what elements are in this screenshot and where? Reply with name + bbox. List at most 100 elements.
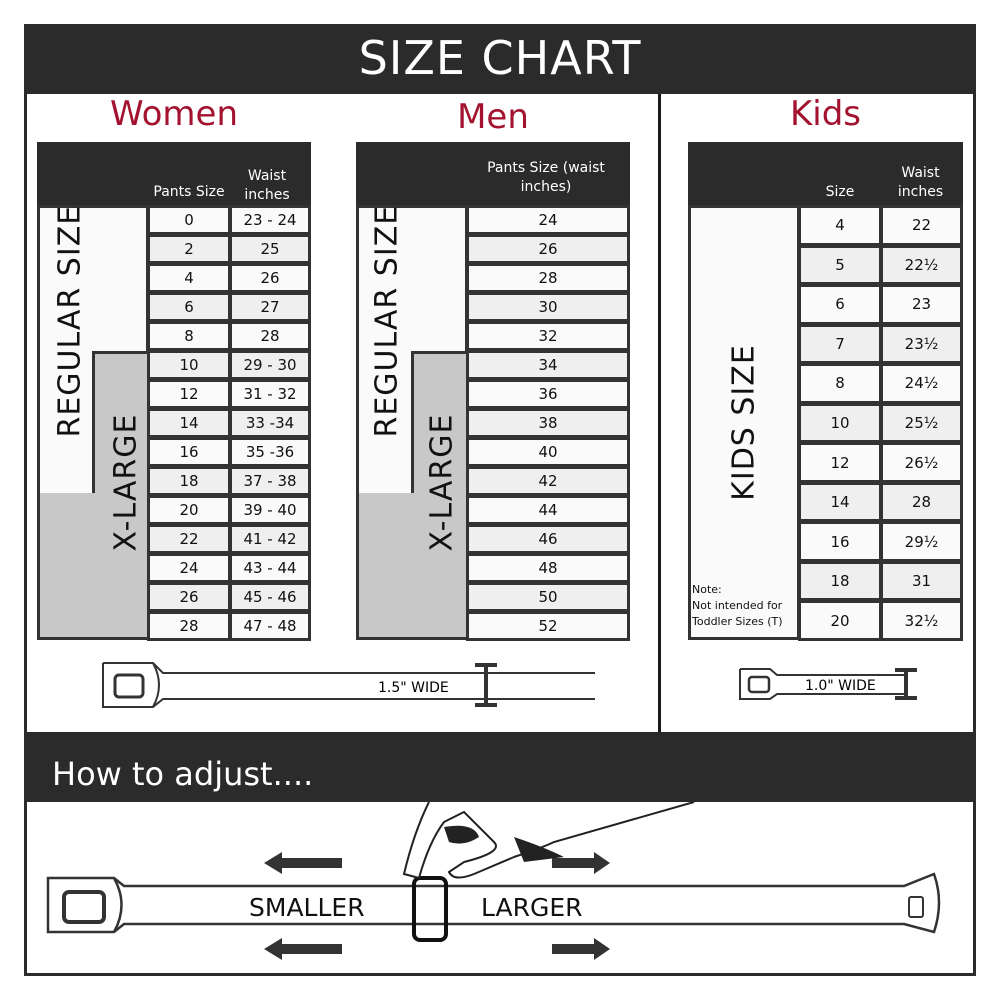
kids-waist-cell: 25½ [880, 402, 963, 444]
men-heading: Men [457, 97, 529, 137]
women-waist-cell: 23 - 24 [229, 205, 311, 235]
kids-waist-cell: 24½ [880, 363, 963, 404]
women-pants-size-cell: 16 [147, 437, 231, 467]
adjust-heading: How to adjust.... [24, 732, 976, 802]
kids-waist-cell: 23 [880, 284, 963, 325]
women-col-pants: Pants Size [153, 184, 225, 200]
men-pants-size-cell: 26 [466, 234, 630, 264]
women-pants-size-cell: 26 [147, 582, 231, 612]
kids-waist-cell: 22½ [880, 244, 963, 286]
women-pants-size-cell: 8 [147, 321, 231, 351]
women-waist-cell: 26 [229, 263, 311, 293]
men-col-pants: Pants Size (waist inches) [487, 160, 605, 195]
kids-note-line: Not intended for [692, 599, 783, 612]
kids-note-line: Toddler Sizes (T) [692, 615, 783, 628]
women-waist-cell: 43 - 44 [229, 553, 311, 583]
men-xlarge-lower [356, 493, 468, 640]
men-pants-size-cell: 36 [466, 379, 630, 409]
men-regular-label: REGULAR SIZE [369, 204, 405, 438]
women-heading: Women [109, 94, 238, 134]
men-xlarge-label: X-LARGE [424, 413, 460, 552]
adult-belt-width: 1.5" WIDE [378, 680, 449, 696]
kids-size-cell: 14 [798, 481, 882, 523]
men-pants-size-cell: 38 [466, 408, 630, 438]
men-pants-size-cell: 44 [466, 495, 630, 525]
women-pants-size-cell: 28 [147, 611, 231, 641]
men-pants-size-cell: 40 [466, 437, 630, 467]
men-pants-size-cell: 28 [466, 263, 630, 293]
women-pants-size-cell: 0 [147, 205, 231, 235]
women-pants-size-cell: 22 [147, 524, 231, 554]
women-col-waist: Waist inches [244, 168, 290, 203]
kids-note: Note: Not intended for Toddler Sizes (T) [692, 582, 783, 630]
women-pants-size-cell: 6 [147, 292, 231, 322]
kids-table-header: Size Waist inches [688, 142, 963, 207]
women-waist-cell: 37 - 38 [229, 466, 311, 496]
men-pants-size-cell: 24 [466, 205, 630, 235]
kids-size-cell: 16 [798, 521, 882, 562]
men-pants-size-cell: 52 [466, 611, 630, 641]
men-table-header: Pants Size (waist inches) [356, 142, 630, 207]
men-pants-size-cell: 46 [466, 524, 630, 554]
women-waist-cell: 39 - 40 [229, 495, 311, 525]
kids-size-label: KIDS SIZE [726, 344, 762, 501]
men-pants-size-cell: 42 [466, 466, 630, 496]
women-waist-cell: 47 - 48 [229, 611, 311, 641]
kids-size-cell: 12 [798, 442, 882, 483]
kids-divider [658, 94, 661, 732]
kids-waist-cell: 31 [880, 560, 963, 602]
adult-belt-icon [102, 662, 595, 708]
kids-size-cell: 7 [798, 323, 882, 365]
women-xlarge-lower [37, 493, 149, 640]
kids-waist-cell: 28 [880, 481, 963, 523]
kids-size-cell: 6 [798, 284, 882, 325]
kids-label-block [688, 205, 800, 640]
men-pants-size-cell: 34 [466, 350, 630, 380]
men-pants-size-cell: 30 [466, 292, 630, 322]
women-pants-size-cell: 2 [147, 234, 231, 264]
women-waist-cell: 41 - 42 [229, 524, 311, 554]
adjust-belt-illustration [46, 802, 941, 960]
women-pants-size-cell: 10 [147, 350, 231, 380]
kids-note-line: Note: [692, 583, 722, 596]
kids-waist-cell: 23½ [880, 323, 963, 365]
women-table-header: Pants Size Waist inches [37, 142, 311, 207]
women-pants-size-cell: 24 [147, 553, 231, 583]
men-pants-size-cell: 32 [466, 321, 630, 351]
kids-size-cell: 8 [798, 363, 882, 404]
arrow-left-icon [264, 852, 342, 960]
kids-heading: Kids [789, 94, 862, 134]
larger-label: LARGER [481, 893, 583, 922]
kids-waist-cell: 26½ [880, 442, 963, 483]
arrow-right-icon [552, 852, 610, 960]
kids-belt-icon [739, 668, 917, 700]
kids-belt-width: 1.0" WIDE [805, 678, 876, 694]
kids-waist-cell: 22 [880, 205, 963, 246]
women-waist-cell: 25 [229, 234, 311, 264]
women-waist-cell: 31 - 32 [229, 379, 311, 409]
kids-size-cell: 18 [798, 560, 882, 602]
women-pants-size-cell: 12 [147, 379, 231, 409]
men-pants-size-cell: 50 [466, 582, 630, 612]
women-pants-size-cell: 20 [147, 495, 231, 525]
kids-waist-cell: 32½ [880, 600, 963, 641]
men-pants-size-cell: 48 [466, 553, 630, 583]
women-waist-cell: 45 - 46 [229, 582, 311, 612]
kids-col-waist: Waist inches [897, 165, 944, 200]
smaller-label: SMALLER [249, 893, 365, 922]
page-title: SIZE CHART [24, 24, 976, 94]
women-pants-size-cell: 18 [147, 466, 231, 496]
women-waist-cell: 33 -34 [229, 408, 311, 438]
kids-size-cell: 5 [798, 244, 882, 286]
women-regular-label: REGULAR SIZE [52, 204, 88, 438]
women-waist-cell: 27 [229, 292, 311, 322]
kids-size-cell: 4 [798, 205, 882, 246]
kids-size-cell: 20 [798, 600, 882, 641]
women-waist-cell: 28 [229, 321, 311, 351]
women-pants-size-cell: 14 [147, 408, 231, 438]
kids-col-size: Size [825, 184, 855, 200]
women-pants-size-cell: 4 [147, 263, 231, 293]
kids-waist-cell: 29½ [880, 521, 963, 562]
women-waist-cell: 35 -36 [229, 437, 311, 467]
women-waist-cell: 29 - 30 [229, 350, 311, 380]
